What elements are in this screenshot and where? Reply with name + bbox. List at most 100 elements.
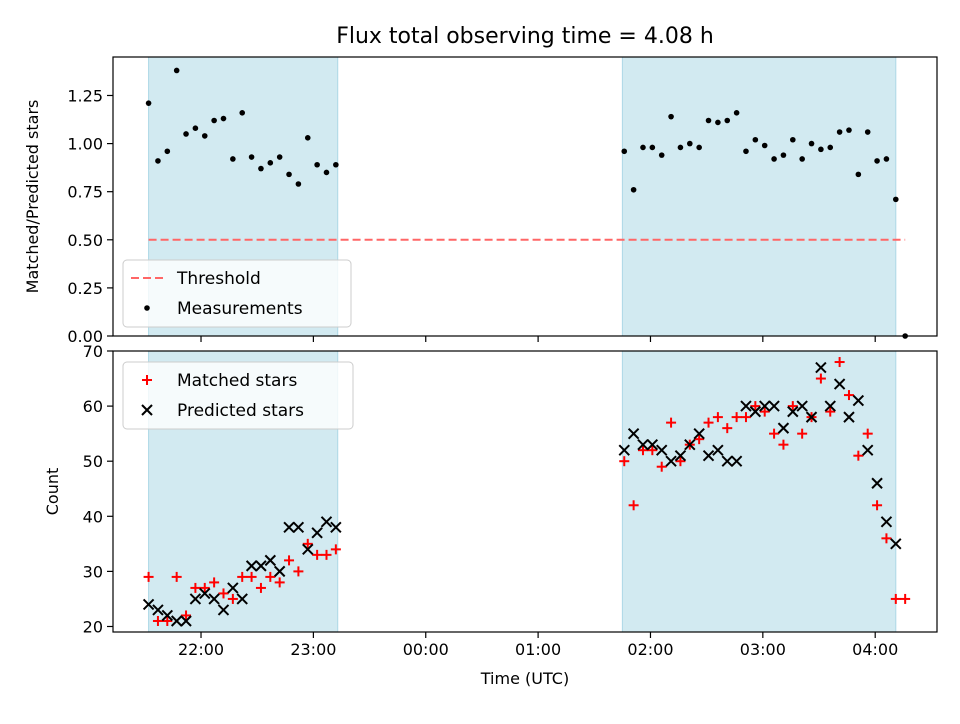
predicted-star-point (730, 455, 743, 467)
predicted-star-point (152, 604, 164, 616)
matched-star-point (675, 456, 686, 467)
x-marker-b (749, 405, 762, 418)
predicted-star-point (702, 449, 715, 462)
predicted-star-point (189, 593, 202, 605)
axes-frame (112, 350, 938, 633)
predicted-star-point (142, 598, 155, 611)
measurement-point (230, 156, 236, 162)
matched-star-point (769, 428, 780, 439)
x-tick-label: 01:00 (515, 640, 561, 659)
x-tick-label: 03:00 (740, 640, 786, 659)
predicted-star-point (170, 615, 183, 627)
x-marker-b (796, 400, 808, 412)
x-marker-b (787, 405, 799, 418)
x-marker-b (217, 604, 230, 616)
matched-star-point (265, 571, 276, 582)
predicted-star-point (768, 400, 780, 412)
legend-label: Predicted stars (177, 401, 304, 421)
legend-x-swatch-b (141, 404, 153, 416)
predicted-star-point (618, 444, 630, 456)
measurement-point (687, 140, 693, 147)
matched-star-point (181, 610, 192, 621)
measurement-point (855, 171, 862, 178)
x-marker-b (721, 455, 733, 467)
predicted-star-point (693, 427, 705, 440)
predicted-star-point (227, 582, 239, 594)
measurement-point (248, 154, 255, 160)
predicted-star-point (777, 422, 790, 434)
matched-star-point (797, 428, 808, 439)
observing-window-span (621, 350, 897, 633)
predicted-star-point (674, 449, 687, 462)
matched-star-point (199, 582, 210, 593)
measurement-point (846, 127, 852, 133)
measurement-point (621, 148, 628, 155)
matched-star-point (209, 577, 220, 588)
y-tick-label: 60 (83, 397, 103, 416)
x-marker-b (161, 609, 174, 622)
x-marker-b (768, 400, 780, 412)
predicted-star-point (292, 521, 305, 534)
y-tick-label: 50 (83, 452, 103, 471)
x-tick-label: 23:00 (290, 640, 336, 659)
chart-title: Flux total observing time = 4.08 h (336, 24, 714, 49)
matched-star-point (834, 357, 845, 368)
measurement-point (145, 100, 152, 106)
x-marker-b (730, 455, 743, 467)
matched-star-point (218, 588, 229, 599)
measurement-point (771, 156, 777, 162)
measurement-point (836, 129, 843, 135)
x-marker-b (824, 400, 836, 412)
measurement-point (677, 144, 684, 151)
x-marker-b (637, 438, 649, 451)
measurement-point (630, 186, 637, 193)
y-tick-label: 0.25 (67, 279, 103, 298)
predicted-star-point (843, 411, 855, 423)
x-marker-b (142, 598, 155, 611)
matched-star-point (293, 566, 304, 577)
measurement-point (818, 146, 824, 153)
x-marker-b (684, 438, 696, 451)
matched-star-point (162, 615, 173, 626)
x-marker-b (236, 593, 248, 605)
legend-label: Threshold (176, 269, 261, 289)
predicted-star-point (871, 477, 883, 489)
measurement-point (780, 152, 787, 158)
x-tick-label: 22:00 (178, 640, 224, 659)
legend-box (122, 361, 354, 430)
x-marker-b (264, 554, 277, 567)
measurement-point (752, 136, 759, 143)
x-tick-label: 04:00 (852, 640, 898, 659)
predicted-star-point (646, 438, 659, 451)
measurement-point (258, 165, 264, 172)
predicted-star-point (208, 593, 220, 605)
observing-window-span (621, 56, 897, 337)
x-marker-b (815, 361, 827, 374)
matched-star-point (787, 401, 798, 412)
axes-frame (112, 56, 938, 337)
y-tick-label: 20 (83, 617, 103, 636)
predicted-star-point (815, 361, 827, 374)
x-marker-b (311, 527, 323, 539)
measurement-point (164, 148, 171, 155)
predicted-star-point (890, 538, 902, 550)
matched-star-point (881, 533, 892, 544)
predicted-star-point (833, 378, 846, 390)
x-marker-b (646, 438, 659, 451)
matched-star-point (227, 593, 238, 604)
predicted-star-point (330, 521, 342, 534)
measurement-point (827, 144, 834, 151)
matched-star-point (330, 544, 341, 555)
count-panel: 20 30 40 50 60 70 22:00 23:00 00:00 01:00 02:00 03:… (43, 342, 938, 688)
measurement-point (239, 110, 246, 116)
measurement-point (323, 169, 330, 176)
measurement-point (883, 156, 890, 162)
measurement-point (658, 152, 665, 158)
predicted-star-point (320, 516, 333, 528)
x-marker-b (199, 587, 211, 600)
x-marker-b (245, 560, 258, 572)
predicted-star-point (180, 615, 192, 627)
y-tick-label: 1.25 (67, 86, 103, 105)
x-marker-b (283, 521, 295, 534)
